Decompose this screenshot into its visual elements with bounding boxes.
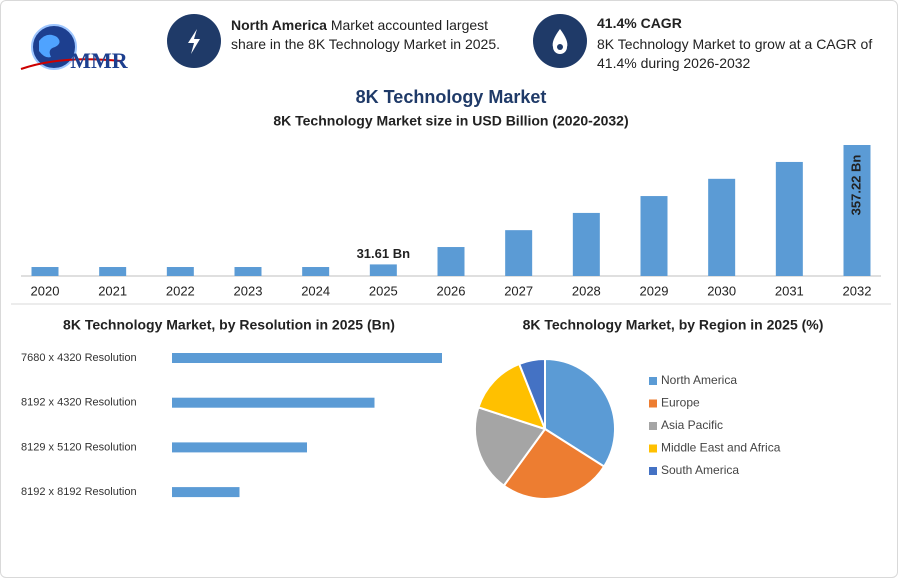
bar xyxy=(172,397,375,408)
pie-slice xyxy=(477,362,547,431)
legend-label: Middle East and Africa xyxy=(661,441,781,455)
legend-swatch xyxy=(649,467,657,475)
x-tick-label: 2030 xyxy=(707,283,736,298)
card-text: Market accounted largest share in the 8K… xyxy=(231,17,501,52)
legend-label: Europe xyxy=(661,396,700,410)
info-card: North America Market accounted largest s… xyxy=(231,16,506,54)
bar xyxy=(572,212,600,276)
legend-label: Asia Pacific xyxy=(661,418,723,432)
bar xyxy=(505,230,533,276)
x-tick-label: 2022 xyxy=(166,283,195,298)
y-tick-label: 8192 x 4320 Resolution xyxy=(21,397,137,409)
bar xyxy=(302,267,330,276)
chart-subtitle: 8K Technology Market size in USD Billion… xyxy=(273,113,628,129)
legend-label: North America xyxy=(661,373,737,387)
x-tick-label: 2024 xyxy=(301,283,330,298)
pie-slice xyxy=(517,357,546,430)
data-label: 31.61 Bn xyxy=(357,246,411,261)
card-highlight: North America xyxy=(231,17,327,33)
x-tick-label: 2028 xyxy=(572,283,601,298)
bar xyxy=(99,267,127,276)
x-tick-label: 2025 xyxy=(369,283,398,298)
bar xyxy=(172,442,307,453)
y-tick-label: 8192 x 8192 Resolution xyxy=(21,486,137,498)
chart-title: 8K Technology Market xyxy=(356,87,547,107)
x-tick-label: 2027 xyxy=(504,283,533,298)
bolt-icon xyxy=(188,29,200,54)
legend-swatch xyxy=(649,399,657,408)
x-tick-label: 2032 xyxy=(843,283,872,298)
bar xyxy=(172,487,240,498)
pie-slice xyxy=(474,406,547,488)
bar xyxy=(172,353,442,363)
bar xyxy=(437,247,465,276)
x-tick-label: 2023 xyxy=(234,283,263,298)
data-label: 357.22 Bn xyxy=(848,155,863,216)
legend-swatch xyxy=(649,444,657,453)
drop-icon xyxy=(552,29,568,54)
y-tick-label: 8129 x 5120 Resolution xyxy=(21,441,137,453)
card-title: 41.4% CAGR xyxy=(597,15,682,31)
bar xyxy=(234,267,262,276)
x-tick-label: 2020 xyxy=(31,283,60,298)
bar xyxy=(775,161,803,276)
x-tick-label: 2031 xyxy=(775,283,804,298)
bar xyxy=(369,264,397,276)
logo-text: MMR xyxy=(70,48,129,73)
x-tick-label: 2026 xyxy=(437,283,466,298)
bar xyxy=(708,178,736,276)
info-card: 41.4% CAGR 8K Technology Market to grow a… xyxy=(597,14,882,73)
x-tick-label: 2021 xyxy=(98,283,127,298)
x-tick-label: 2029 xyxy=(640,283,669,298)
legend-label: South America xyxy=(661,463,739,477)
y-tick-label: 7680 x 4320 Resolution xyxy=(21,352,137,364)
logo: MMR xyxy=(20,24,129,73)
bar xyxy=(166,267,194,276)
legend-swatch xyxy=(649,377,657,385)
chart-title: 8K Technology Market, by Resolution in 2… xyxy=(63,317,395,333)
card-text: 8K Technology Market to grow at a CAGR o… xyxy=(597,36,873,71)
pie-slice xyxy=(502,427,606,500)
chart-title: 8K Technology Market, by Region in 2025 … xyxy=(523,317,824,333)
legend-swatch xyxy=(649,422,657,430)
bar xyxy=(31,267,59,276)
bar xyxy=(843,145,871,276)
bar xyxy=(640,196,668,276)
